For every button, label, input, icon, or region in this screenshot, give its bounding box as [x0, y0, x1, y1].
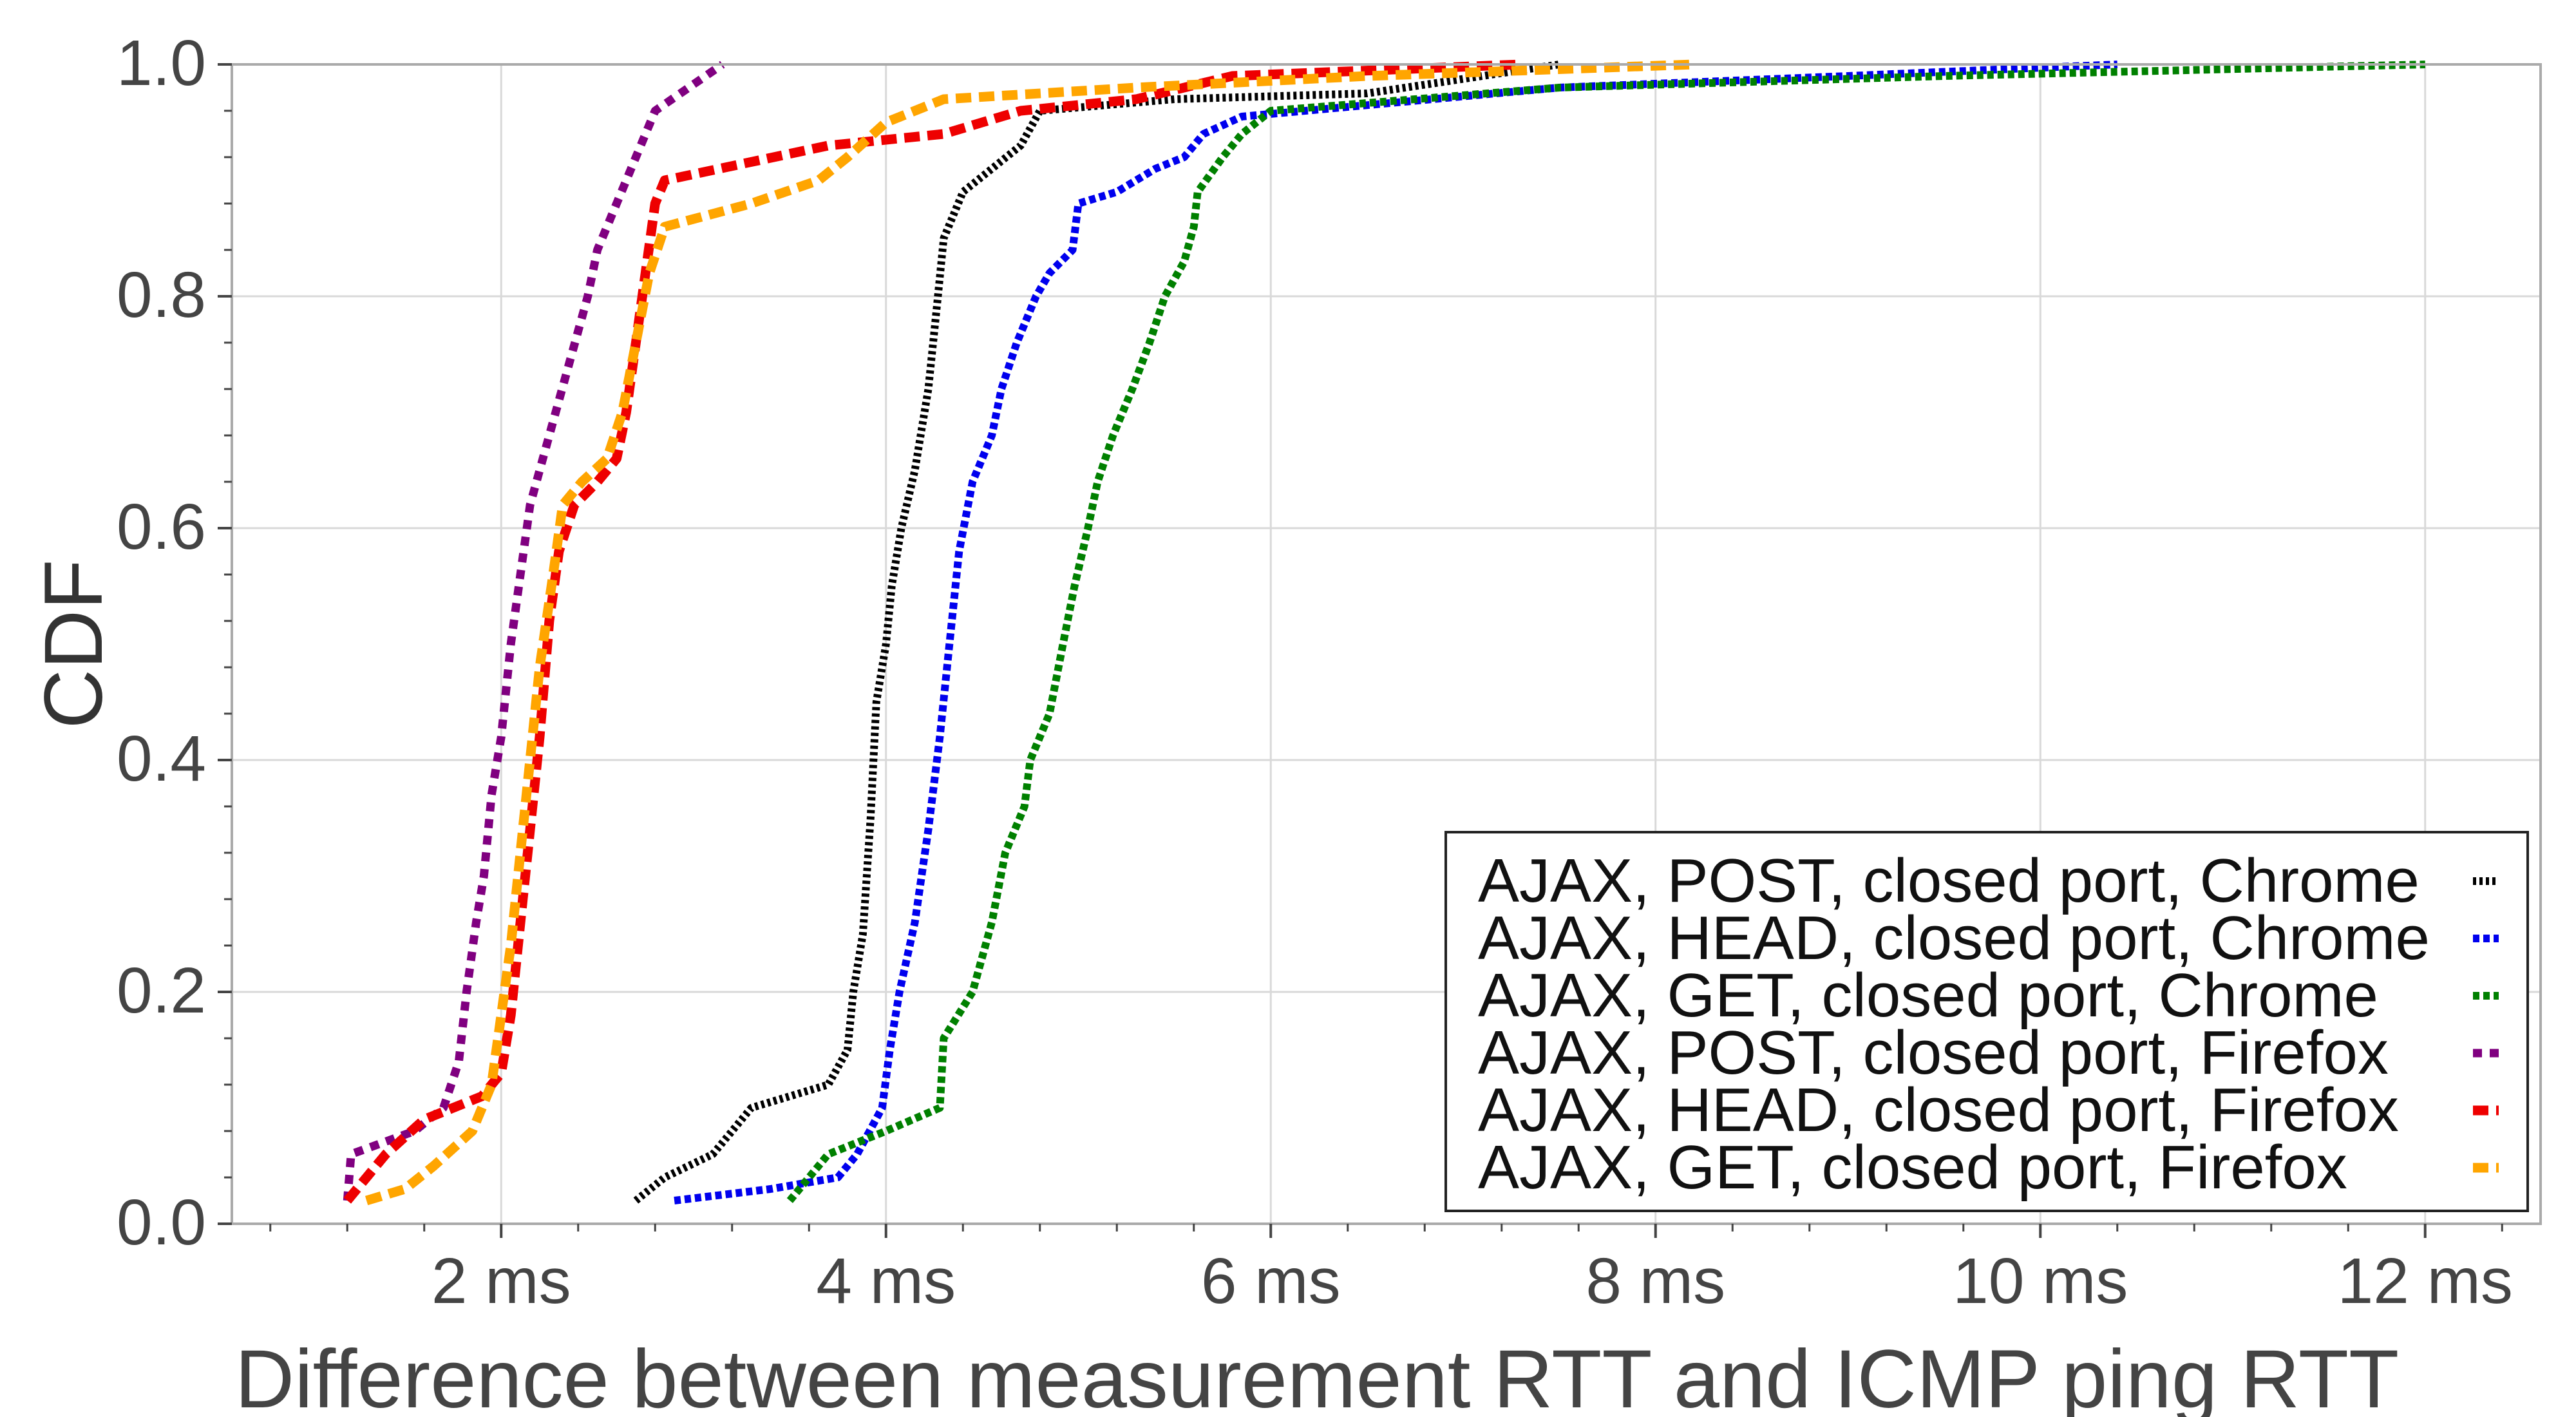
legend-label: AJAX, GET, closed port, Firefox — [1478, 1133, 2347, 1202]
y-tick-label: 0.6 — [117, 491, 206, 563]
axis-ticks — [218, 63, 2503, 1238]
x-tick-label: 10 ms — [1953, 1245, 2128, 1317]
x-tick-label: 2 ms — [431, 1245, 571, 1317]
series-lines — [343, 59, 2425, 1206]
legend-label: AJAX, POST, closed port, Firefox — [1478, 1018, 2389, 1087]
y-tick-label: 0.2 — [117, 955, 206, 1027]
y-tick-label: 0.4 — [117, 723, 206, 795]
series-line-3 — [786, 61, 2425, 1203]
series-line-5 — [343, 59, 1521, 1204]
y-tick-label: 0.8 — [117, 259, 206, 331]
x-tick-label: 4 ms — [816, 1245, 956, 1317]
x-tick-label: 12 ms — [2338, 1245, 2513, 1317]
legend-frame — [1444, 831, 2529, 1212]
legend-label: AJAX, HEAD, closed port, Firefox — [1478, 1076, 2399, 1145]
x-tick-label: 6 ms — [1201, 1245, 1341, 1317]
x-tick-label: 8 ms — [1586, 1245, 1725, 1317]
series-line-1 — [633, 61, 1560, 1204]
y-tick-label: 0.0 — [117, 1186, 206, 1259]
legend-label: AJAX, GET, closed port, Chrome — [1478, 961, 2378, 1030]
series-line-6 — [365, 59, 1694, 1206]
legend-label: AJAX, HEAD, closed port, Chrome — [1478, 904, 2430, 973]
legend-label: AJAX, POST, closed port, Chrome — [1478, 846, 2420, 915]
y-tick-label: 1.0 — [117, 27, 206, 99]
plot-frame — [231, 63, 2542, 1225]
x-axis-title: Difference between measurement RTT and I… — [235, 1333, 2399, 1417]
y-axis-title: CDF — [28, 559, 120, 728]
series-line-4 — [343, 61, 725, 1201]
tick-labels: 0.0 0.2 0.4 0.6 0.8 1.0 2 ms 4 ms 6 ms 8 ms 10 ms 1… — [117, 27, 2513, 1317]
